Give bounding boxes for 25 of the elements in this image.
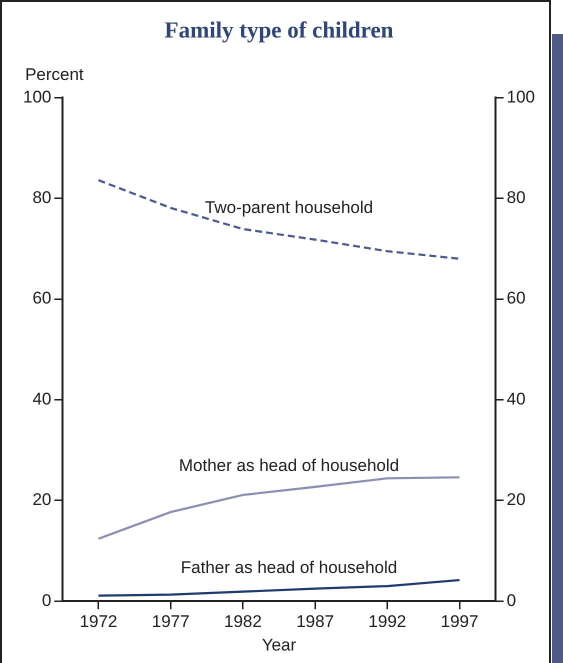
series-label: Father as head of household [180, 558, 398, 577]
x-tick-label: 1977 [152, 612, 190, 632]
x-tick-label: 1992 [368, 612, 406, 632]
x-tick-label: 1997 [440, 612, 478, 632]
y2-tick-label: 0 [506, 590, 516, 610]
x-axis-title: Year [262, 635, 297, 654]
y-tick-label: 20 [32, 490, 52, 510]
x-tick-label: 1982 [224, 612, 262, 632]
y2-tick-label: 100 [506, 87, 536, 106]
y-tick-label: 40 [32, 389, 52, 408]
line-series [97, 179, 461, 260]
chart-title: Family type of children [164, 18, 394, 43]
series-label: Mother as head of household [178, 456, 400, 476]
y-tick-label: 80 [32, 188, 52, 208]
y2-tick-label: 60 [506, 288, 526, 308]
y2-tick-label: 40 [506, 389, 526, 408]
y-tick-label: 0 [42, 590, 52, 610]
y2-tick-label: 80 [506, 188, 526, 208]
y-tick-label: 100 [22, 87, 52, 106]
y-tick-label: 60 [32, 288, 52, 308]
y-axis-title: Percent [25, 64, 84, 84]
series-label: Two-parent household [204, 198, 374, 218]
x-tick-label: 1987 [296, 612, 334, 632]
x-tick-label: 1972 [80, 612, 118, 632]
y2-tick-label: 20 [506, 490, 526, 510]
